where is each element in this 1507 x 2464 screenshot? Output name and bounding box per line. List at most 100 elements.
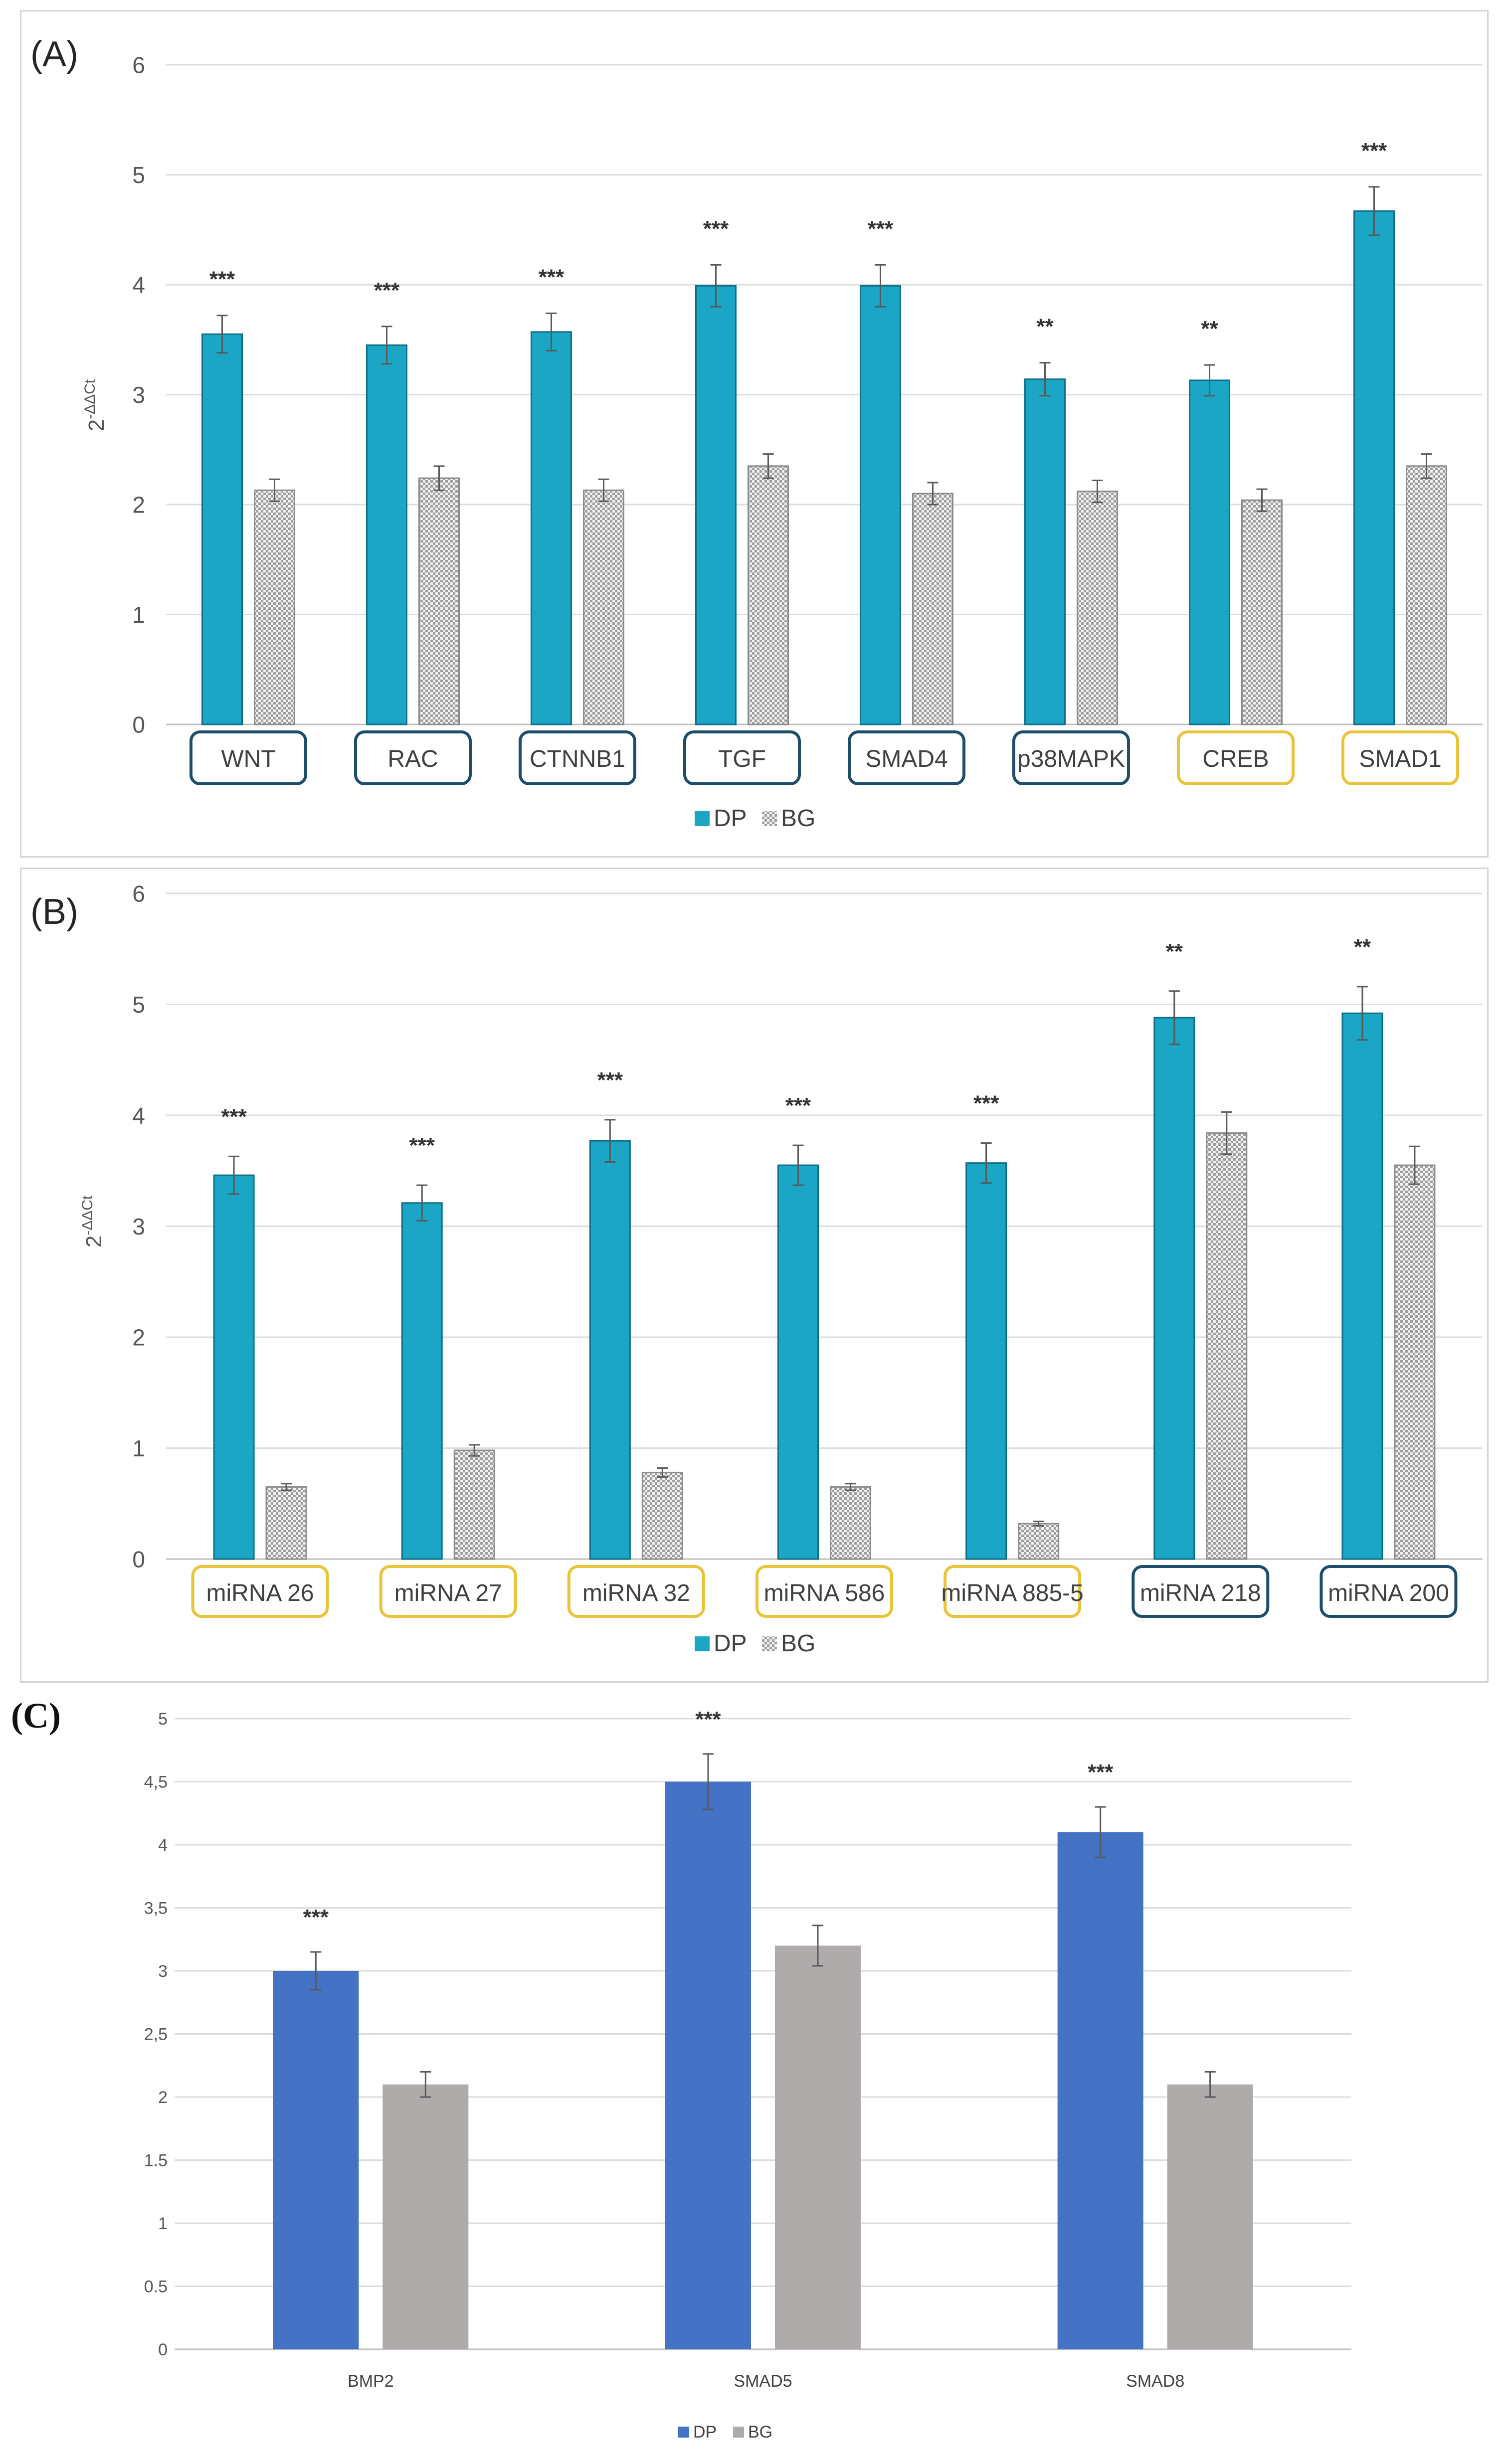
category-box bbox=[1131, 1565, 1270, 1618]
significance-label: *** bbox=[209, 267, 235, 292]
bar-group-wnt: *** WNT bbox=[189, 267, 307, 785]
bar-dp bbox=[1353, 210, 1395, 725]
bar-bg bbox=[382, 2084, 469, 2349]
legend-label-bg: BG bbox=[748, 2423, 772, 2442]
legend: DP BG bbox=[678, 2423, 772, 2442]
y-tick-label: 5 bbox=[132, 992, 145, 1018]
legend-swatch-dp bbox=[695, 811, 710, 826]
significance-label: *** bbox=[303, 1905, 329, 1930]
y-tick-label: 3 bbox=[158, 1962, 168, 1981]
y-tick-label: 0.5 bbox=[144, 2278, 168, 2296]
y-tick-label: 3 bbox=[132, 382, 145, 408]
category-label: p38MAPK bbox=[1017, 746, 1125, 772]
y-tick-label: 2 bbox=[158, 2088, 168, 2107]
y-axis-label: 2-ΔΔCt bbox=[79, 1195, 106, 1247]
bar-bg bbox=[418, 477, 460, 725]
category-box bbox=[755, 1565, 893, 1618]
bar-bg bbox=[1206, 1132, 1248, 1560]
bar-bg bbox=[748, 465, 789, 725]
y-axis-label: 2-ΔΔCt bbox=[82, 379, 109, 431]
bar-dp bbox=[1057, 1832, 1143, 2349]
bar-group-mirna-218: ** miRNA 218 bbox=[1131, 939, 1270, 1618]
category-label: BMP2 bbox=[348, 2372, 394, 2391]
bar-group-mirna-200: ** miRNA 200 bbox=[1319, 935, 1458, 1618]
category-box bbox=[1177, 730, 1295, 785]
category-label: CTNNB1 bbox=[530, 746, 625, 772]
legend-swatch-bg bbox=[762, 1636, 777, 1651]
significance-label: *** bbox=[1088, 1760, 1114, 1784]
panel-b: (B) 0 1 2 3 4 5 6 2-ΔΔCt *** miRNA 26 *** miRNA 27 *… bbox=[20, 868, 1489, 1683]
bar-dp bbox=[531, 331, 572, 725]
bar-bg bbox=[254, 489, 295, 725]
legend-label-dp: DP bbox=[714, 805, 747, 832]
category-label: TGF bbox=[718, 746, 766, 772]
significance-label: *** bbox=[539, 265, 565, 289]
y-tick-label: 4,5 bbox=[144, 1773, 168, 1792]
category-label: WNT bbox=[221, 746, 275, 772]
bar-dp bbox=[366, 344, 407, 725]
category-label: miRNA 885-5 bbox=[941, 1580, 1083, 1606]
bar-group-mirna-885-5: *** miRNA 885-5 bbox=[941, 1091, 1084, 1618]
bar-group-mirna-26: *** miRNA 26 bbox=[191, 1104, 329, 1618]
bar-dp bbox=[860, 285, 901, 725]
panel-a: (A) 0 1 2 3 4 5 6 2-ΔΔCt *** WNT *** RAC *** CTNNB1 **… bbox=[20, 10, 1489, 858]
bar-dp bbox=[1153, 1017, 1195, 1560]
significance-label: *** bbox=[785, 1093, 811, 1118]
bar-bg bbox=[1406, 465, 1447, 725]
significance-label: *** bbox=[374, 278, 400, 303]
y-tick-label: 4 bbox=[132, 272, 145, 298]
category-box bbox=[354, 730, 472, 785]
category-label: SMAD5 bbox=[734, 2372, 792, 2391]
category-box bbox=[567, 1565, 705, 1618]
bar-dp bbox=[1341, 1012, 1383, 1560]
bar-bg bbox=[830, 1486, 871, 1560]
category-box bbox=[1319, 1565, 1458, 1618]
bar-group-smad5: *** SMAD5 bbox=[665, 1707, 861, 2391]
panel-label-b: (B) bbox=[30, 892, 78, 932]
significance-label: *** bbox=[703, 216, 729, 241]
panel-c: (C) 0 0.5 1 1.5 2 2,5 3 3,5 4 4,5 5 *** BMP2 *** SMAD5… bbox=[0, 1693, 1507, 2462]
bar-group-smad8: *** SMAD8 bbox=[1057, 1760, 1253, 2391]
significance-label: *** bbox=[221, 1104, 247, 1129]
legend-swatch-bg bbox=[733, 2427, 744, 2438]
bar-dp bbox=[665, 1781, 751, 2349]
panel-label-c: (C) bbox=[11, 1696, 61, 1736]
category-label: miRNA 27 bbox=[394, 1580, 502, 1606]
y-tick-label: 1.5 bbox=[144, 2151, 168, 2170]
y-tick-label: 2,5 bbox=[144, 2025, 168, 2044]
y-tick-label: 1 bbox=[158, 2214, 168, 2233]
bar-group-bmp2: *** BMP2 bbox=[273, 1905, 469, 2391]
category-label: miRNA 586 bbox=[764, 1580, 885, 1606]
panel-label-a: (A) bbox=[30, 34, 78, 74]
y-tick-label: 0 bbox=[132, 712, 145, 738]
y-axis-label-base: 2 bbox=[82, 1235, 106, 1247]
bar-dp bbox=[589, 1140, 631, 1560]
category-box bbox=[1341, 730, 1459, 785]
y-tick-label: 6 bbox=[132, 52, 145, 78]
legend-swatch-bg bbox=[762, 811, 777, 826]
y-tick-label: 6 bbox=[132, 881, 145, 907]
bar-group-creb: ** CREB bbox=[1177, 317, 1295, 785]
y-tick-label: 0 bbox=[132, 1547, 145, 1573]
category-box bbox=[1012, 730, 1130, 785]
bar-group-mirna-32: *** miRNA 32 bbox=[567, 1068, 705, 1618]
bar-group-smad4: *** SMAD4 bbox=[848, 216, 965, 785]
bar-bg bbox=[1241, 499, 1283, 725]
bar-dp bbox=[273, 1971, 359, 2349]
significance-label: ** bbox=[1201, 317, 1218, 341]
category-label: SMAD4 bbox=[865, 746, 947, 772]
bar-bg bbox=[775, 1945, 861, 2349]
category-label: RAC bbox=[387, 746, 438, 772]
y-axis-label-base: 2 bbox=[84, 419, 109, 431]
significance-label: *** bbox=[1361, 139, 1387, 163]
category-box bbox=[379, 1565, 517, 1618]
bar-dp bbox=[695, 285, 737, 725]
significance-label: *** bbox=[868, 216, 894, 241]
bar-bg bbox=[583, 489, 624, 725]
chart-c: (C) 0 0.5 1 1.5 2 2,5 3 3,5 4 4,5 5 *** BMP2 *** SMAD5… bbox=[11, 1696, 1351, 2442]
y-tick-label: 3 bbox=[132, 1214, 145, 1239]
bar-dp bbox=[201, 333, 243, 725]
category-box bbox=[189, 730, 307, 785]
bar-group-p38mapk: ** p38MAPK bbox=[1012, 315, 1130, 785]
